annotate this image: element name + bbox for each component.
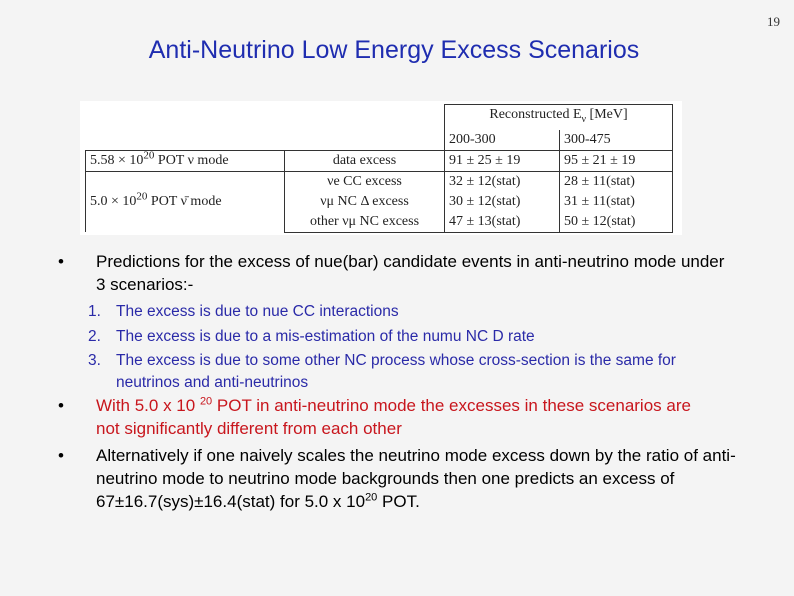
- energy-header: Reconstructed Eν [MeV]: [444, 103, 673, 130]
- results-table: Reconstructed Eν [MeV] 200-300 300-475 5…: [85, 103, 673, 233]
- slide-title: Anti-Neutrino Low Energy Excess Scenario…: [148, 36, 640, 64]
- row-label: data excess: [284, 149, 445, 172]
- table-row: other νμ NC excess 47 ± 13(stat) 50 ± 12…: [86, 211, 673, 233]
- bin-label-1: 200-300: [444, 129, 560, 151]
- bullet-icon: •: [58, 446, 64, 465]
- row-label: νe CC excess: [284, 171, 445, 192]
- bullet-text-2: With 5.0 x 10 20 POT in anti-neutrino mo…: [96, 395, 691, 438]
- dataset-cell: 5.58 × 1020 POT ν mode: [85, 150, 285, 172]
- cell-value: 31 ± 11(stat): [559, 191, 673, 212]
- bullet-text-3: Alternatively if one naively scales the …: [96, 446, 736, 511]
- table-row: νμ NC Δ excess 30 ± 12(stat) 31 ± 11(sta…: [86, 191, 673, 212]
- row-label: other νμ NC excess: [284, 211, 445, 233]
- row-label: νμ NC Δ excess: [284, 191, 445, 212]
- bullet-icon: •: [58, 396, 64, 415]
- cell-value: 28 ± 11(stat): [559, 171, 673, 192]
- cell-value: 30 ± 12(stat): [444, 191, 560, 212]
- table-row: 5.58 × 1020 POT ν mode data excess 91 ± …: [85, 149, 673, 172]
- list-item: 3. The excess is due to some other NC pro…: [88, 352, 676, 391]
- table-header-row: Reconstructed Eν [MeV]: [86, 103, 673, 130]
- table-row: 5.0 × 1020 POT ν̄ mode νe CC excess 32 ±…: [85, 171, 673, 233]
- bullet-icon: •: [58, 252, 64, 271]
- bullet-text-1: Predictions for the excess of nue(bar) c…: [96, 252, 725, 294]
- cell-value: 32 ± 12(stat): [444, 171, 560, 192]
- scenario-list: 1. The excess is due to nue CC interactio…: [88, 300, 716, 394]
- cell-value: 47 ± 13(stat): [444, 211, 560, 233]
- cell-value: 91 ± 25 ± 19: [444, 149, 560, 172]
- cell-value: 50 ± 12(stat): [559, 211, 673, 233]
- cell-value: 95 ± 21 ± 19: [559, 149, 673, 172]
- list-item: 1. The excess is due to nue CC interactio…: [88, 303, 399, 320]
- table-bin-row: 200-300 300-475: [86, 129, 673, 151]
- bin-label-2: 300-475: [559, 129, 673, 151]
- dataset-cell: 5.0 × 1020 POT ν̄ mode: [85, 171, 285, 233]
- results-table-image: Reconstructed Eν [MeV] 200-300 300-475 5…: [80, 101, 682, 235]
- list-item: 2. The excess is due to a mis-estimation …: [88, 327, 535, 345]
- slide-number: 19: [767, 14, 780, 29]
